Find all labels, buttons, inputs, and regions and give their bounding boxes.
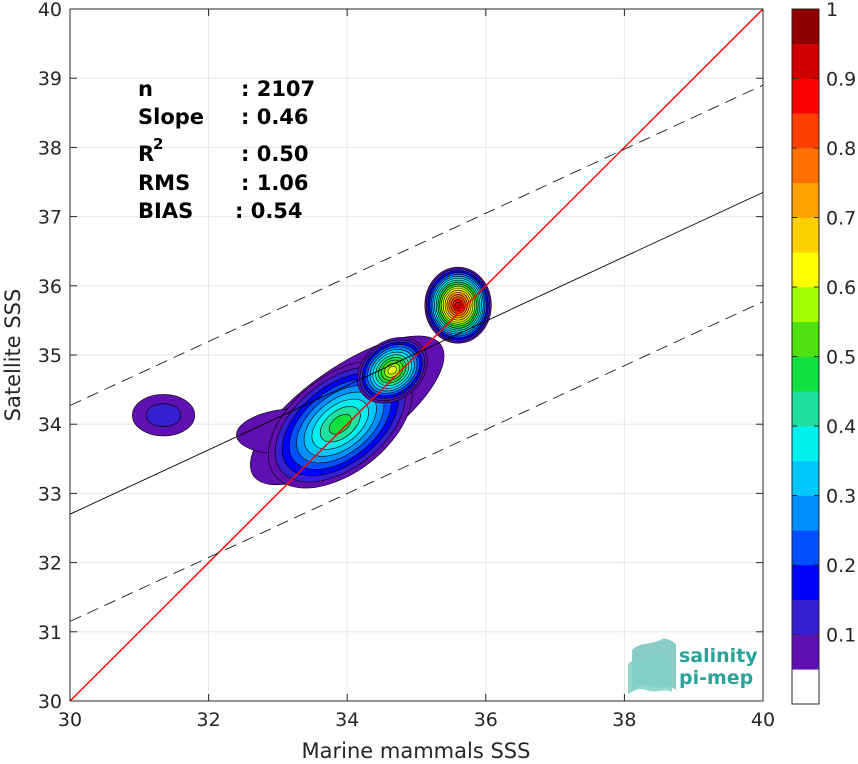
y-tick-label: 34	[38, 414, 62, 436]
colorbar-tick-label: 0.9	[826, 69, 856, 91]
stat-n-value: : 2107	[241, 77, 315, 101]
stat-slope-value: : 0.46	[241, 105, 309, 129]
colorbar-swatch	[792, 669, 819, 704]
y-tick-label: 32	[38, 553, 62, 575]
colorbar-swatch	[792, 79, 819, 114]
stat-rms-value: : 1.06	[241, 171, 309, 195]
colorbar-swatch	[792, 218, 819, 253]
colorbar-tick-label: 0.6	[826, 277, 856, 299]
colorbar-swatch	[792, 461, 819, 496]
y-tick-label: 36	[38, 276, 62, 298]
stat-bias-value: : 0.54	[235, 199, 303, 223]
stat-n-label: n	[138, 77, 153, 101]
logo-wave-front-icon	[628, 654, 672, 694]
y-tick-label: 38	[38, 137, 62, 159]
colorbar-swatch	[792, 113, 819, 148]
colorbar-swatch	[792, 496, 819, 531]
colorbar-tick-label: 0.1	[826, 625, 856, 647]
y-tick-label: 39	[38, 68, 62, 90]
x-tick-label: 36	[474, 709, 498, 731]
colorbar-swatch	[792, 426, 819, 461]
y-tick-label: 37	[38, 207, 62, 229]
stat-slope-label: Slope	[138, 105, 204, 129]
stat-r2-value: : 0.50	[241, 142, 309, 166]
contour-level	[146, 404, 181, 427]
x-axis-title: Marine mammals SSS	[302, 739, 531, 763]
colorbar-swatch	[792, 635, 819, 670]
x-tick-label: 34	[335, 709, 359, 731]
colorbar-swatch	[792, 183, 819, 218]
contour-level	[455, 302, 461, 309]
colorbar-swatch	[792, 322, 819, 357]
colorbar-tick-label: 0.7	[826, 208, 856, 230]
colorbar: 0.1 0.2 0.3 0.4 0.5 0.6 0.7 0.8 0.9 1	[792, 0, 856, 704]
colorbar-swatch	[792, 600, 819, 635]
stat-bias-label: BIAS	[138, 199, 193, 223]
colorbar-swatch	[792, 252, 819, 287]
colorbar-tick-label: 1	[826, 0, 838, 21]
colorbar-tick-label: 0.2	[826, 555, 856, 577]
stat-r2-label: R	[138, 142, 154, 166]
colorbar-swatch	[792, 9, 819, 44]
y-tick-label: 30	[38, 691, 62, 713]
logo-line2: pi-mep	[679, 667, 753, 689]
y-tick-label: 40	[38, 0, 62, 21]
salinity-pi-mep-logo: salinity pi-mep	[628, 639, 758, 694]
y-tick-label: 35	[38, 345, 62, 367]
y-tick-label: 33	[38, 483, 62, 505]
y-axis-title: Satellite SSS	[1, 289, 25, 422]
y-tick-label: 31	[38, 622, 62, 644]
stat-r2-sup: 2	[153, 135, 163, 153]
logo-line1: salinity	[679, 645, 758, 667]
colorbar-swatch	[792, 148, 819, 183]
colorbar-tick-label: 0.4	[826, 416, 856, 438]
colorbar-swatch	[792, 530, 819, 565]
x-tick-label: 32	[197, 709, 221, 731]
x-tick-label: 38	[612, 709, 636, 731]
colorbar-tick-label: 0.8	[826, 138, 856, 160]
colorbar-tick-label: 0.5	[826, 347, 856, 369]
colorbar-swatch	[792, 391, 819, 426]
colorbar-swatch	[792, 357, 819, 392]
colorbar-tick-label: 0.3	[826, 486, 856, 508]
x-tick-label: 40	[751, 709, 775, 731]
colorbar-swatch	[792, 565, 819, 600]
colorbar-swatch	[792, 44, 819, 79]
colorbar-swatch	[792, 287, 819, 322]
stat-rms-label: RMS	[138, 171, 190, 195]
